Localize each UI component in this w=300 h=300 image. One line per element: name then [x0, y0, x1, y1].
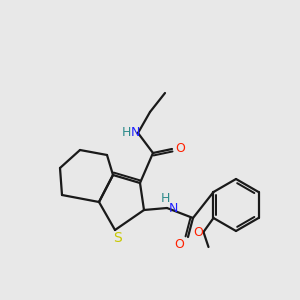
Text: N: N [168, 202, 178, 215]
Text: H: H [121, 125, 131, 139]
Text: O: O [174, 238, 184, 250]
Text: H: H [160, 193, 170, 206]
Text: S: S [112, 231, 122, 245]
Text: O: O [175, 142, 185, 155]
Text: N: N [130, 125, 140, 139]
Text: O: O [194, 226, 203, 239]
